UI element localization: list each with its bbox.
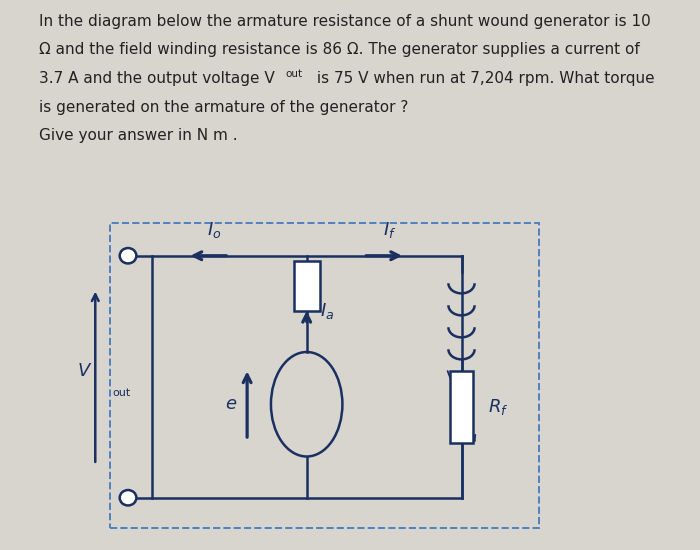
Text: $R_f$: $R_f$ [489,397,509,417]
Text: Ω and the field winding resistance is 86 Ω. The generator supplies a current of: Ω and the field winding resistance is 86… [38,42,640,57]
Text: $I_f$: $I_f$ [384,221,397,240]
Text: Give your answer in N m .: Give your answer in N m . [38,128,237,143]
Text: $V$: $V$ [77,362,92,380]
Text: out: out [112,388,130,398]
Text: is generated on the armature of the generator ?: is generated on the armature of the gene… [38,100,408,114]
Text: $I_o$: $I_o$ [207,221,222,240]
Text: 3.7 A and the output voltage V: 3.7 A and the output voltage V [38,71,274,86]
Text: e: e [225,395,237,413]
Text: is 75 V when run at 7,204 rpm. What torque: is 75 V when run at 7,204 rpm. What torq… [312,71,654,86]
Circle shape [120,248,136,263]
Bar [293,261,320,311]
Text: In the diagram below the armature resistance of a shunt wound generator is 10: In the diagram below the armature resist… [38,14,650,29]
Text: out: out [285,69,302,79]
Bar [449,371,473,443]
Circle shape [120,490,136,505]
Text: $I_a$: $I_a$ [320,301,334,321]
